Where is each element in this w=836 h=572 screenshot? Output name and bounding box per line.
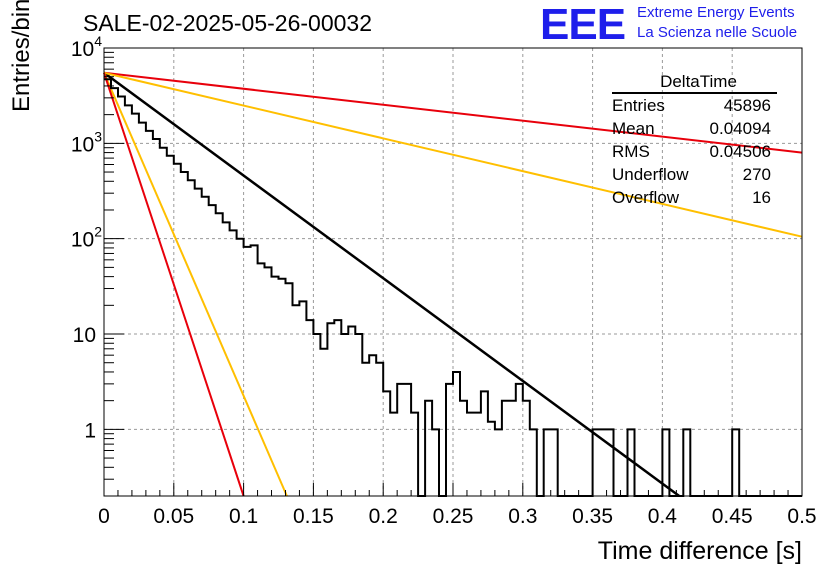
- stats-title: DeltaTime: [612, 72, 777, 94]
- fit-curve: [103, 71, 803, 238]
- x-tick-label: 0.15: [293, 505, 334, 528]
- x-tick-label: 0.4: [648, 505, 678, 528]
- x-axis-label: Time difference [s]: [598, 537, 802, 565]
- stats-label: RMS: [612, 142, 650, 161]
- stats-row-overflow: Overflow 16: [612, 186, 777, 209]
- y-tick-label: 1: [84, 419, 96, 442]
- stats-label: Underflow: [612, 165, 689, 184]
- stats-label: Mean: [612, 119, 655, 138]
- y-axis-label: Entries/bin: [8, 0, 35, 112]
- y-tick-label: 102: [71, 224, 102, 252]
- x-tick-label: 0.2: [369, 505, 398, 528]
- x-tick-label: 0.05: [153, 505, 194, 528]
- stats-value: 270: [742, 165, 771, 184]
- logo-letters: EEE: [540, 0, 626, 49]
- run-title: SALE-02-2025-05-26-00032: [83, 10, 372, 36]
- x-tick-label: 0.25: [433, 505, 474, 528]
- axis-ticks: [103, 47, 803, 496]
- logo-subtitle-1: Extreme Energy Events: [637, 4, 795, 21]
- x-tick-label: 0: [98, 505, 110, 528]
- fit-curve: [103, 72, 288, 497]
- stats-value: 45896: [723, 96, 771, 115]
- x-tick-label: 0.5: [787, 505, 816, 528]
- x-tick-label: 0.45: [712, 505, 753, 528]
- fit-curve: [103, 71, 803, 154]
- x-tick-label: 0.3: [508, 505, 537, 528]
- stats-value: 16: [752, 188, 771, 207]
- stats-row-rms: RMS 0.04506: [612, 140, 777, 163]
- stats-value: 0.04506: [709, 142, 771, 161]
- y-tick-label: 104: [71, 33, 102, 61]
- fit-curve: [103, 72, 245, 497]
- stats-row-entries: Entries 45896: [612, 94, 777, 117]
- fit-curve: [103, 71, 680, 498]
- stats-value: 0.04094: [709, 119, 771, 138]
- x-tick-label: 0.35: [572, 505, 613, 528]
- stats-row-underflow: Underflow 270: [612, 163, 777, 186]
- stats-row-mean: Mean 0.04094: [612, 117, 777, 140]
- fit-curves: [103, 71, 803, 498]
- stats-label: Overflow: [612, 188, 680, 207]
- x-tick-label: 0.1: [229, 505, 258, 528]
- logo-subtitle-2: La Scienza nelle Scuole: [637, 24, 798, 41]
- tick-labels: 0 0.05 0.1 0.15 0.2 0.25 0.3 0.35 0.4 0.45 0.5 1 10 1…: [71, 33, 817, 528]
- y-tick-label: 10: [73, 324, 96, 347]
- stats-box: DeltaTime Entries 45896 Mean 0.04094 RMS…: [612, 72, 777, 209]
- y-tick-label: 103: [71, 128, 102, 156]
- stats-label: Entries: [612, 96, 665, 115]
